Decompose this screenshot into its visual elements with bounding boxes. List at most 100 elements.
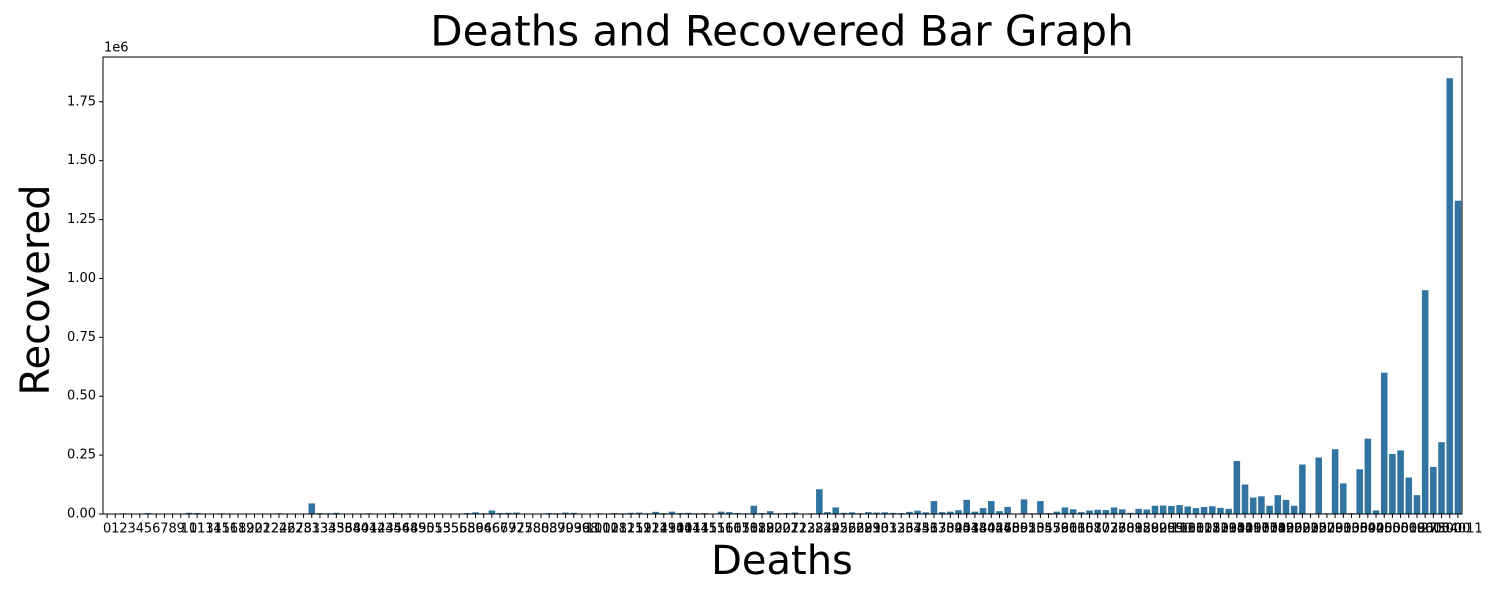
x-tick-label: 1 [111, 522, 119, 537]
x-tick-label: 53 [434, 522, 451, 537]
x-tick-label: 6800 [1409, 522, 1442, 537]
x-tick-label: 1420 [1229, 522, 1262, 537]
y-tick-label: 1.25 [67, 212, 96, 227]
bar [1258, 496, 1265, 514]
x-tick-label: 363 [922, 522, 947, 537]
x-tick-label: 1125 [1188, 522, 1221, 537]
x-tick-label: 182 [741, 522, 766, 537]
plot-frame [102, 56, 1463, 515]
x-tick-label: 234 [807, 522, 832, 537]
bar [1118, 509, 1126, 514]
x-tick-label: 24 [271, 522, 288, 537]
bar [652, 511, 659, 514]
bar [1094, 509, 1101, 514]
x-tick-label: 59 [467, 522, 484, 537]
bar [1143, 509, 1151, 514]
x-tick-label: 20 [246, 522, 263, 537]
x-tick-label: 245 [823, 522, 848, 537]
bar [996, 511, 1003, 514]
x-tick-label: 41 [361, 522, 378, 537]
bar [1200, 506, 1208, 514]
bar [1421, 290, 1429, 514]
bar [1274, 495, 1282, 514]
x-tick-label: 98 [582, 522, 599, 537]
x-tick-label: 58 [459, 522, 476, 537]
x-tick-label: 2 [119, 522, 127, 537]
bar [1290, 505, 1298, 514]
bar [1340, 483, 1347, 514]
x-tick-label: 56 [451, 522, 468, 537]
x-tick-label: 3900 [1359, 522, 1392, 537]
x-tick-label: 7 [160, 522, 168, 537]
x-tick-label: 211 [782, 522, 807, 537]
bar [1176, 505, 1183, 514]
bar [1078, 512, 1085, 514]
x-tick-label: 1740 [1261, 522, 1294, 537]
bar [1241, 484, 1249, 514]
bar [1192, 508, 1200, 514]
x-tick-label: 990 [1167, 522, 1192, 537]
x-tick-label: 165 [725, 522, 750, 537]
y-tick-label: 0.50 [67, 389, 96, 404]
y-tick-label: 0.00 [67, 507, 96, 522]
x-tick-label: 36 [336, 522, 353, 537]
x-tick-label: 2700 [1319, 522, 1352, 537]
bar [635, 512, 643, 514]
x-tick-label: 326 [889, 522, 914, 537]
bar [1356, 469, 1363, 514]
x-tick-label: 124 [643, 522, 668, 537]
x-tick-label: 10 [181, 522, 198, 537]
x-tick-label: 200 [766, 522, 791, 537]
x-tick-label: 40 [353, 522, 370, 537]
bar [308, 503, 316, 514]
x-tick-label: 382 [938, 522, 963, 537]
x-tick-label: 702 [1093, 522, 1118, 537]
x-tick-label: 370 [930, 522, 955, 537]
x-tick-label: 223 [791, 522, 816, 537]
x-tick-label: 290 [864, 522, 889, 537]
x-tick-label: 4600 [1376, 522, 1409, 537]
x-tick-label: 35 [328, 522, 345, 537]
bar [1413, 495, 1421, 514]
x-tick-label: 269 [848, 522, 873, 537]
bar [1061, 507, 1069, 514]
x-tick-label: 49 [410, 522, 427, 537]
x-tick-label: 19 [238, 522, 255, 537]
x-tick-label: 1570 [1245, 522, 1278, 537]
x-tick-label: 313 [881, 522, 906, 537]
x-tick-label: 2520 [1310, 522, 1343, 537]
bar [504, 512, 512, 514]
x-tick-label: 43 [377, 522, 394, 537]
bar [979, 508, 987, 514]
bar [914, 510, 921, 514]
bar [1020, 499, 1028, 514]
x-tick-label: 156 [709, 522, 734, 537]
x-tick-label: 2350 [1302, 522, 1335, 537]
x-tick-label: 955 [1159, 522, 1184, 537]
bar [1053, 511, 1061, 514]
x-tick-label: 119 [627, 522, 652, 537]
bar [1168, 505, 1175, 514]
bar [889, 512, 897, 514]
x-tick-label: 108 [602, 522, 627, 537]
x-tick-label: 520 [1020, 522, 1045, 537]
x-tick-label: 611 [1061, 522, 1086, 537]
bar [938, 512, 946, 514]
x-tick-label: 2900 [1327, 522, 1360, 537]
x-tick-label: 14 [205, 522, 222, 537]
x-tick-label: 3100 [1335, 522, 1368, 537]
x-tick-label: 281 [856, 522, 881, 537]
x-tick-label: 50 [418, 522, 435, 537]
bar [922, 512, 930, 514]
x-tick-label: 3600 [1351, 522, 1384, 537]
bar [1159, 505, 1167, 514]
bar [1004, 506, 1011, 514]
bar [333, 512, 340, 514]
bar [766, 511, 774, 514]
x-tick-label: 38 [344, 522, 361, 537]
bar [1389, 453, 1396, 514]
bar [906, 511, 913, 514]
x-tick-label: 140 [668, 522, 693, 537]
x-tick-label: 337 [897, 522, 922, 537]
x-tick-label: 555 [1036, 522, 1061, 537]
